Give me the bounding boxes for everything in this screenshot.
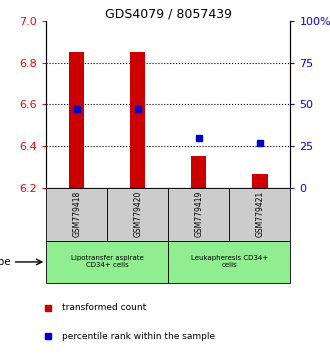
Title: GDS4079 / 8057439: GDS4079 / 8057439	[105, 7, 232, 20]
Bar	[168, 188, 229, 241]
Bar	[229, 188, 290, 241]
Text: GSM779420: GSM779420	[133, 191, 142, 238]
Bar	[168, 241, 290, 283]
Text: transformed count: transformed count	[62, 303, 146, 313]
Text: GSM779421: GSM779421	[255, 191, 264, 237]
Bar	[191, 156, 207, 188]
Text: percentile rank within the sample: percentile rank within the sample	[62, 332, 215, 341]
Text: GSM779418: GSM779418	[72, 191, 81, 237]
Bar	[252, 174, 268, 188]
Bar	[69, 52, 84, 188]
Text: Lipotransfer aspirate
CD34+ cells: Lipotransfer aspirate CD34+ cells	[71, 256, 144, 268]
Bar	[130, 52, 146, 188]
Bar	[46, 188, 107, 241]
Text: cell type: cell type	[0, 257, 11, 267]
Text: GSM779419: GSM779419	[194, 191, 203, 238]
Text: Leukapheresis CD34+
cells: Leukapheresis CD34+ cells	[191, 256, 268, 268]
Bar	[107, 188, 168, 241]
Bar	[46, 241, 168, 283]
